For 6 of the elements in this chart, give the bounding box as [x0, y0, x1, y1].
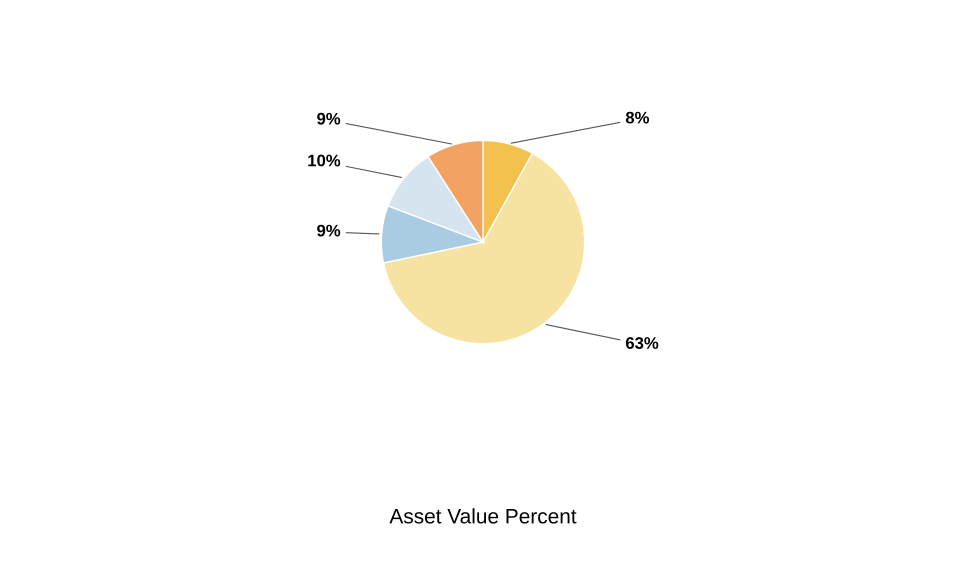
data-label: 8%: [626, 112, 650, 124]
data-label: 10%: [308, 154, 340, 166]
data-label: 9%: [317, 224, 340, 236]
data-label: 63%: [626, 337, 658, 349]
text: Asset Value Percent: [389, 508, 576, 524]
data-label: 9%: [317, 112, 340, 125]
